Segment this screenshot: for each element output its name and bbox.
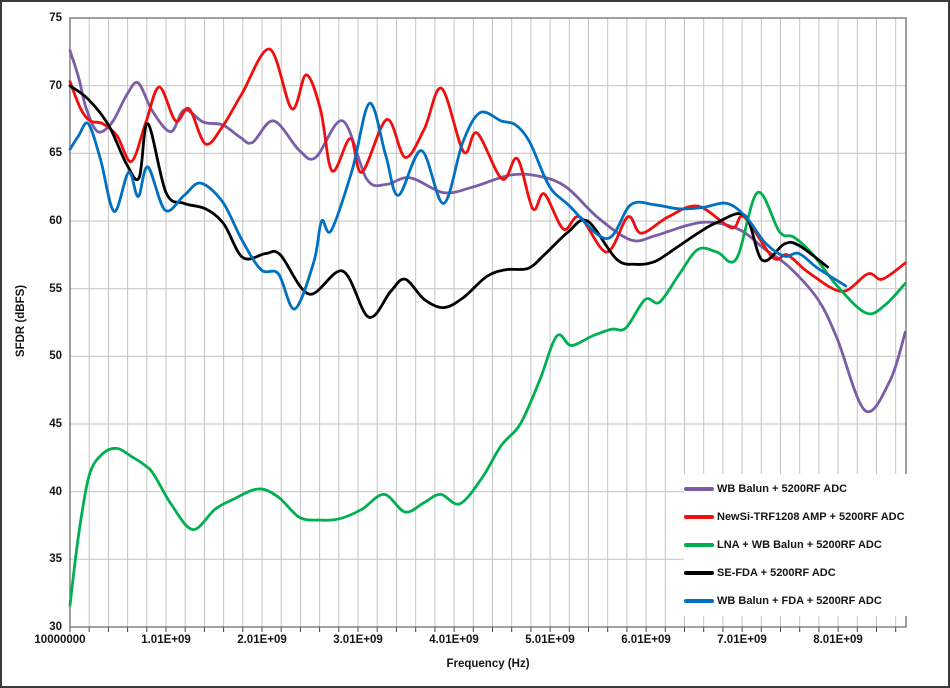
y-tick-label: 70 — [49, 80, 62, 92]
series-color-swatch — [684, 543, 714, 547]
y-tick-label: 60 — [49, 215, 62, 227]
y-tick-label: 50 — [49, 350, 62, 362]
y-tick-label: 40 — [49, 486, 62, 498]
x-tick-label: 5.01E+09 — [525, 634, 575, 646]
y-tick-label: 55 — [49, 283, 62, 295]
y-tick-label: 35 — [49, 553, 62, 565]
legend-item: LNA + WB Balun + 5200RF ADC — [684, 534, 910, 556]
series-color-swatch — [684, 571, 714, 575]
legend-label: WB Balun + 5200RF ADC — [717, 483, 848, 495]
series-color-swatch — [684, 515, 714, 519]
legend-label: LNA + WB Balun + 5200RF ADC — [717, 539, 882, 551]
legend-label: NewSi-TRF1208 AMP + 5200RF ADC — [717, 511, 905, 523]
x-tick-label: 2.01E+09 — [237, 634, 287, 646]
x-tick-label: 3.01E+09 — [333, 634, 383, 646]
x-tick-label: 4.01E+09 — [429, 634, 479, 646]
legend-label: WB Balun + FDA + 5200RF ADC — [717, 595, 882, 607]
x-axis-title: Frequency (Hz) — [446, 658, 530, 670]
x-tick-label: 7.01E+09 — [717, 634, 767, 646]
chart-legend: WB Balun + 5200RF ADC NewSi-TRF1208 AMP … — [684, 474, 910, 616]
y-tick-label: 30 — [49, 621, 62, 633]
legend-label: SE-FDA + 5200RF ADC — [717, 567, 836, 579]
legend-item: WB Balun + FDA + 5200RF ADC — [684, 590, 910, 612]
x-tick-label: 1.01E+09 — [141, 634, 191, 646]
legend-item: NewSi-TRF1208 AMP + 5200RF ADC — [684, 506, 910, 528]
legend-item: WB Balun + 5200RF ADC — [684, 478, 910, 500]
y-axis-title: SFDR (dBFS) — [15, 284, 27, 358]
y-tick-label: 65 — [49, 147, 62, 159]
x-tick-label: 6.01E+09 — [621, 634, 671, 646]
x-tick-label: 8.01E+09 — [813, 634, 863, 646]
y-tick-label: 75 — [49, 12, 62, 24]
series-color-swatch — [684, 599, 714, 603]
y-tick-label: 45 — [49, 418, 62, 430]
series-color-swatch — [684, 487, 714, 491]
x-tick-label: 10000000 — [34, 634, 86, 646]
legend-item: SE-FDA + 5200RF ADC — [684, 562, 910, 584]
